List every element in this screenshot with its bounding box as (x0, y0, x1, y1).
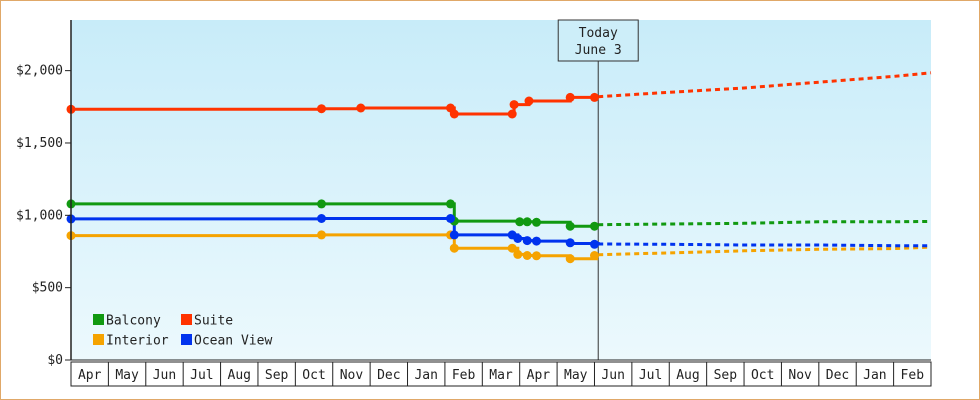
x-tick-label: Jul (190, 368, 213, 383)
data-point-balcony[interactable] (590, 221, 599, 231)
data-point-ocean-view[interactable] (449, 230, 459, 240)
x-tick-label: Nov (788, 368, 812, 383)
x-tick-label: Nov (340, 368, 364, 383)
today-label-line2: June 3 (575, 43, 622, 58)
legend-swatch-interior (93, 334, 104, 345)
data-point-ocean-view[interactable] (532, 236, 541, 246)
data-point-ocean-view[interactable] (590, 239, 599, 249)
legend-label-balcony: Balcony (106, 314, 161, 329)
y-tick-label: $2,000 (16, 64, 63, 79)
data-point-balcony[interactable] (532, 217, 541, 227)
axes: $0 $500 $1,000 $1,500 $2,000 Apr May Jun Jul Aug S… (16, 20, 932, 387)
forecast-lines (598, 71, 932, 257)
data-point-suite[interactable] (356, 103, 366, 113)
legend-label-suite: Suite (194, 314, 233, 329)
x-tick-label: Dec (826, 368, 849, 383)
series-markers (66, 92, 599, 264)
x-tick-label: Apr (78, 368, 102, 383)
x-tick-label: Jul (639, 368, 662, 383)
data-point-ocean-view[interactable] (317, 214, 326, 223)
y-tick-label: $0 (47, 353, 63, 368)
data-point-ocean-view[interactable] (565, 238, 575, 248)
x-tick-label: May (115, 368, 139, 383)
forecast-line-suite (598, 71, 932, 99)
data-point-balcony[interactable] (446, 199, 455, 209)
x-tick-label: Feb (452, 368, 476, 383)
data-point-ocean-view[interactable] (522, 236, 532, 246)
y-tick-label: $1,000 (16, 208, 63, 223)
x-tick-label: Oct (751, 368, 774, 383)
today-box (557, 19, 639, 62)
forecast-line-balcony (598, 219, 932, 227)
x-tick-label: Jan (863, 368, 886, 383)
today-marker: Today June 3 (557, 19, 639, 360)
x-tick-label: Feb (901, 368, 925, 383)
x-tick-label: Aug (676, 368, 699, 383)
data-point-interior[interactable] (317, 230, 326, 240)
x-tick-label: Jun (601, 368, 624, 383)
data-point-interior[interactable] (532, 251, 541, 261)
data-point-suite[interactable] (317, 104, 326, 114)
data-point-balcony[interactable] (522, 217, 532, 227)
x-tick-label: Apr (527, 368, 551, 383)
x-tick-label: Dec (377, 368, 400, 383)
x-tick-label: Sep (714, 368, 738, 383)
y-tick-label: $500 (32, 281, 63, 296)
x-tick-label: Mar (489, 368, 513, 383)
data-point-suite[interactable] (590, 92, 599, 102)
x-tick-label: Jun (153, 368, 176, 383)
plot-background (71, 20, 931, 360)
x-tick-label: Jan (414, 368, 437, 383)
data-point-balcony[interactable] (565, 221, 575, 231)
data-point-suite[interactable] (449, 109, 459, 119)
data-point-balcony[interactable] (515, 217, 525, 227)
forecast-line-interior (598, 245, 932, 257)
legend: Balcony Suite Interior Ocean View (93, 314, 272, 349)
legend-swatch-suite (181, 314, 192, 325)
data-point-balcony[interactable] (317, 199, 326, 209)
data-point-interior[interactable] (513, 249, 523, 259)
month-axis-bar (70, 361, 932, 387)
data-point-interior[interactable] (449, 243, 459, 253)
legend-label-ocean-view: Ocean View (194, 334, 272, 349)
legend-swatch-balcony (93, 314, 104, 325)
legend-swatch-ocean-view (181, 334, 192, 345)
data-point-ocean-view[interactable] (513, 234, 523, 243)
data-point-ocean-view[interactable] (446, 214, 455, 223)
data-point-interior[interactable] (522, 251, 532, 260)
data-point-suite[interactable] (524, 96, 534, 106)
forecast-line-ocean-view (598, 242, 931, 248)
x-tick-label: Oct (302, 368, 325, 383)
legend-label-interior: Interior (106, 334, 169, 349)
today-label-line1: Today (579, 26, 618, 41)
data-point-suite[interactable] (565, 92, 575, 102)
y-tick-label: $1,500 (16, 136, 63, 151)
data-point-suite[interactable] (507, 109, 517, 119)
data-point-interior[interactable] (507, 243, 517, 253)
data-point-interior[interactable] (565, 254, 575, 264)
data-point-suite[interactable] (509, 100, 519, 110)
data-point-interior[interactable] (590, 251, 599, 260)
x-tick-label: Aug (228, 368, 251, 383)
series-line-suite (71, 95, 599, 116)
x-tick-label: May (564, 368, 588, 383)
x-tick-label: Sep (265, 368, 289, 383)
